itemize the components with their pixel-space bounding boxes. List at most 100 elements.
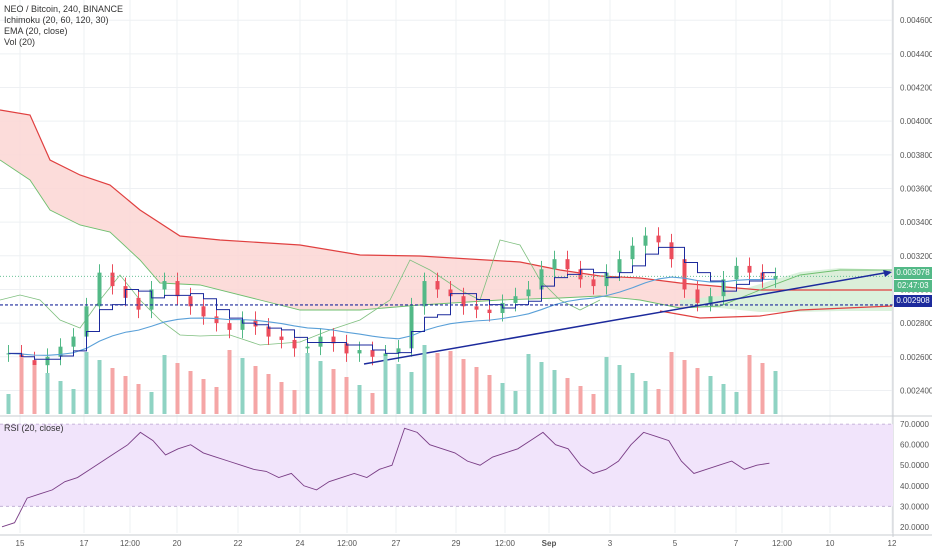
volume-bar [552,370,557,414]
time-axis-tick-label: 12 [888,539,897,548]
candle-body[interactable] [461,296,466,307]
candle-body[interactable] [630,245,635,260]
candle-body[interactable] [227,323,232,330]
candle-body[interactable] [656,235,661,243]
candle-body[interactable] [604,272,609,287]
candle-body[interactable] [84,306,89,337]
rsi-legend: RSI (20, close) [4,423,64,434]
candle-body[interactable] [396,348,401,354]
legend-vol[interactable]: Vol (20) [4,37,36,47]
time-axis-tick-label: 5 [673,539,678,548]
candle-body[interactable] [214,316,219,324]
candle-body[interactable] [552,259,557,270]
volume-bar [604,357,609,414]
candle-body[interactable] [45,356,50,366]
volume-bar [253,366,258,414]
candle-body[interactable] [591,279,596,287]
candle-body[interactable] [266,326,271,337]
volume-bar [409,372,414,414]
candle-body[interactable] [383,353,388,357]
last-price-tag: 0.003078 [894,267,932,279]
time-axis-tick-label: 12:00 [120,539,141,548]
legend-symbol[interactable]: NEO / Bitcoin, 240, BINANCE [4,4,124,14]
time-axis-tick-label: 12:00 [337,539,358,548]
candle-body[interactable] [175,281,180,297]
rsi-axis-tick-label: 30.0000 [900,502,929,511]
candle-body[interactable] [318,336,323,347]
candle-body[interactable] [669,242,674,260]
candle-body[interactable] [71,336,76,347]
volume-bar [71,389,76,414]
rsi-axis-tick-label: 70.0000 [900,420,929,429]
rsi-axis-tick-label: 50.0000 [900,461,929,470]
candle-body[interactable] [305,346,310,349]
candle-body[interactable] [526,289,531,297]
time-axis-tick-label: 7 [734,539,739,548]
candle-body[interactable] [292,339,297,349]
candle-body[interactable] [32,360,37,366]
candle-body[interactable] [539,269,544,290]
volume-bar [383,356,388,414]
price-axis-tick-label: 0.004600 [900,16,932,25]
candle-body[interactable] [695,289,700,303]
senkou-span-b-line [0,109,892,291]
volume-bar [422,345,427,414]
candle-body[interactable] [565,259,570,270]
candle-body[interactable] [188,296,193,307]
candle-body[interactable] [474,306,479,310]
candle-body[interactable] [331,336,336,344]
volume-bar [435,353,440,414]
candle-body[interactable] [422,281,427,307]
volume-bar [188,371,193,414]
candle-body[interactable] [734,265,739,280]
candle-body[interactable] [110,272,115,287]
candle-body[interactable] [344,343,349,354]
volume-bar [643,381,648,414]
tenkan-sen-line [8,246,776,360]
candle-body[interactable] [708,296,713,303]
candle-body[interactable] [136,297,141,310]
volume-bar [630,373,635,414]
volume-bar [591,394,596,414]
candle-body[interactable] [149,289,154,310]
rsi-axis-tick-label: 40.0000 [900,482,929,491]
volume-bar [84,352,89,414]
time-axis-tick-label: 27 [392,539,401,548]
candle-body[interactable] [773,276,778,280]
candle-body[interactable] [357,350,362,354]
rsi-line [1,427,770,528]
candle-body[interactable] [240,319,245,330]
senkou-span-b-right-line [659,305,893,319]
legend-ichimoku[interactable]: Ichimoku (20, 60, 120, 30) [4,15,109,25]
volume-bar [58,381,63,414]
candle-body[interactable] [162,281,167,290]
volume-bar [214,387,219,414]
price-axis-tick-label: 0.003400 [900,218,932,227]
candle-body[interactable] [448,289,453,297]
rsi-axis-tick-label: 60.0000 [900,441,929,450]
candle-body[interactable] [279,336,284,340]
price-axis-tick-label: 0.002400 [900,386,932,395]
volume-bar [734,392,739,414]
volume-bar [396,364,401,414]
candle-body[interactable] [617,259,622,273]
candle-body[interactable] [58,346,63,357]
candle-body[interactable] [487,309,492,314]
legend-ema[interactable]: EMA (20, close) [4,26,68,36]
candle-body[interactable] [435,281,440,290]
legend-rsi[interactable]: RSI (20, close) [4,423,64,433]
trend-line[interactable] [363,271,891,365]
price-axis-tick-label: 0.004000 [900,117,932,126]
candle-body[interactable] [513,296,518,303]
candle-body[interactable] [643,235,648,246]
candle-body[interactable] [370,350,375,357]
volume-bar [682,360,687,414]
candle-body[interactable] [747,265,752,273]
candle-body[interactable] [201,306,206,317]
candle-body[interactable] [682,259,687,290]
candle-body[interactable] [97,272,102,307]
volume-bar [201,379,206,414]
candle-body[interactable] [409,306,414,349]
